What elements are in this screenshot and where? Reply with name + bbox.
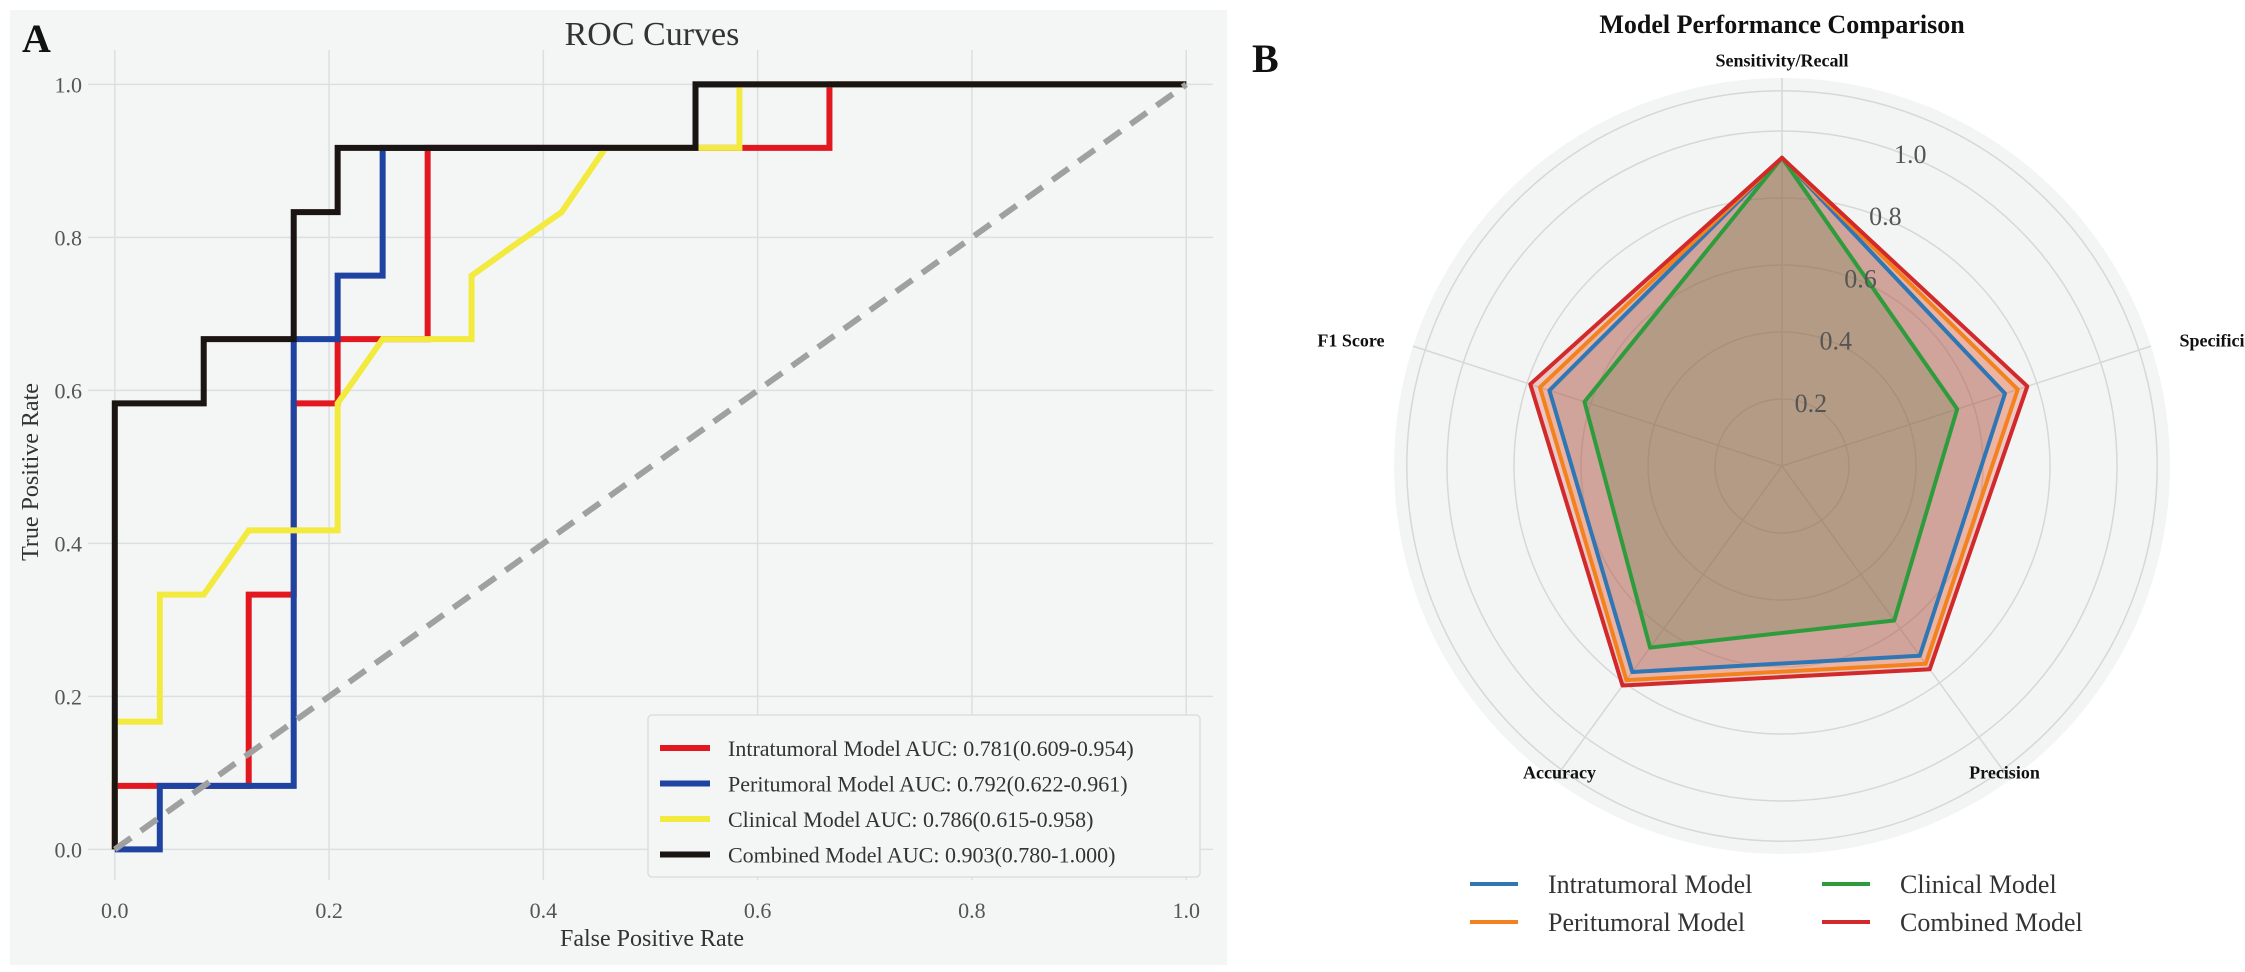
radar-r-tick-label: 0.8 xyxy=(1869,202,1902,231)
radar-legend-label-clinical: Clinical Model xyxy=(1900,870,2057,899)
roc-x-tick-label: 0.2 xyxy=(315,898,343,923)
radar-axis-label-specificity: Specificity xyxy=(2180,331,2245,351)
radar-outline-clinical xyxy=(1582,155,1960,650)
roc-x-axis-label: False Positive Rate xyxy=(560,926,744,952)
radar-axis-label-f1-score: F1 Score xyxy=(1317,331,1384,351)
radar-outline-combined xyxy=(1528,155,2030,688)
radar-series xyxy=(1528,155,2030,688)
radar-legend-label-intratumoral: Intratumoral Model xyxy=(1548,870,1752,899)
roc-legend-box xyxy=(647,714,1201,878)
radar-axis-label-precision: Precision xyxy=(1969,762,2040,782)
radar-axis-label-accuracy: Accuracy xyxy=(1523,762,1596,782)
roc-x-ticks: 0.0 0.2 0.4 0.6 0.8 1.0 xyxy=(101,898,1200,923)
radar-background xyxy=(1394,78,2170,854)
radar-legend-label-peritumoral: Peritumoral Model xyxy=(1548,908,1745,937)
roc-grid xyxy=(88,50,1213,880)
roc-curves xyxy=(111,81,1188,853)
roc-panel: A ROC Curves 0.0 0.2 0.4 0.6 0.8 1.0 0.00.20.… xyxy=(10,10,1227,965)
roc-legend-label-clinical: Clinical Model AUC: 0.786(0.615-0.958) xyxy=(728,807,1093,832)
radar-r-tick-label: 0.4 xyxy=(1819,327,1852,356)
roc-x-tick-label: 1.0 xyxy=(1172,898,1200,923)
radar-outline-intratumoral xyxy=(1547,155,2007,674)
roc-legend: Intratumoral Model AUC: 0.781(0.609-0.95… xyxy=(647,714,1201,878)
roc-x-tick-label: 0.6 xyxy=(744,898,772,923)
radar-spoke xyxy=(1781,345,2152,467)
panel-label-a: A xyxy=(22,16,51,61)
radar-fill-clinical xyxy=(1584,157,1958,648)
radar-outline-peritumoral xyxy=(1537,155,2020,683)
roc-y-tick-label: 0.0 xyxy=(55,837,83,862)
radar-legend: Intratumoral Model Peritumoral Model Clini… xyxy=(1470,870,2083,937)
roc-y-axis-label: True Positive Rate xyxy=(18,383,44,561)
roc-y-tick-label: 0.4 xyxy=(55,531,83,556)
radar-fill-combined xyxy=(1530,157,2028,686)
roc-y-tick-label: 0.2 xyxy=(55,684,83,709)
roc-legend-label-combined: Combined Model AUC: 0.903(0.780-1.000) xyxy=(728,843,1115,868)
radar-r-ticks: 0.2 0.4 0.6 0.8 1.0 xyxy=(1795,140,1927,418)
radar-r-tick-label: 1.0 xyxy=(1894,140,1927,169)
radar-axis-label-sensitivity-recall: Sensitivity/Recall xyxy=(1716,51,1849,71)
roc-legend-label-intratumoral: Intratumoral Model AUC: 0.781(0.609-0.95… xyxy=(728,736,1134,761)
radar-r-tick-label: 0.2 xyxy=(1795,389,1828,418)
radar-r-tick-label: 0.6 xyxy=(1844,264,1877,293)
roc-y-tick-label: 1.0 xyxy=(55,72,83,97)
radar-axis-labels: Sensitivity/Recall Specificity Precision Ac… xyxy=(1317,51,2245,783)
roc-x-tick-label: 0.4 xyxy=(530,898,558,923)
radar-spoke xyxy=(1781,465,2011,781)
roc-y-tick-label: 0.6 xyxy=(55,378,83,403)
roc-title: ROC Curves xyxy=(565,16,740,53)
radar-fill-peritumoral xyxy=(1539,157,2018,681)
roc-legend-label-peritumoral: Peritumoral Model AUC: 0.792(0.622-0.961… xyxy=(728,772,1128,797)
panel-label-b: B xyxy=(1252,36,1279,81)
radar-panel: B Model Performance Comparison 0.2 0.4 0.6… xyxy=(1252,10,2245,937)
roc-x-tick-label: 0.8 xyxy=(958,898,986,923)
radar-title: Model Performance Comparison xyxy=(1599,10,1965,39)
roc-x-tick-label: 0.0 xyxy=(101,898,129,923)
roc-curve-combined xyxy=(111,81,1187,850)
roc-y-ticks: 0.0 0.2 0.4 0.6 0.8 1.0 xyxy=(55,72,83,862)
roc-y-tick-label: 0.8 xyxy=(55,225,83,250)
roc-reference-diagonal xyxy=(113,81,1188,852)
radar-spoke xyxy=(1412,345,1783,467)
roc-curve-clinical xyxy=(111,81,1187,850)
radar-spoke xyxy=(1553,465,1783,781)
radar-fill-intratumoral xyxy=(1549,157,2005,673)
radar-legend-label-combined: Combined Model xyxy=(1900,908,2083,937)
